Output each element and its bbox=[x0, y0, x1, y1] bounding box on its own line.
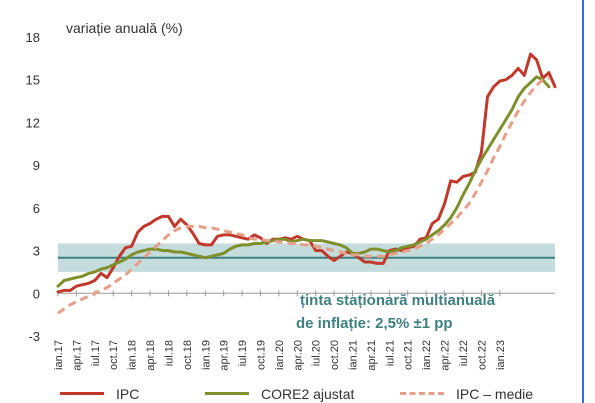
x-tick-label: apr.19 bbox=[219, 340, 231, 371]
target-label-line1: ținta staționară multianuală bbox=[300, 292, 496, 309]
legend-swatch-core2 bbox=[205, 392, 249, 395]
y-tick-label: 0 bbox=[33, 286, 40, 301]
y-tick-label: 9 bbox=[33, 158, 40, 173]
x-tick-label: ian.20 bbox=[274, 340, 286, 370]
y-axis-label: variație anuală (%) bbox=[66, 20, 183, 36]
legend: IPC CORE2 ajustat IPC – medie bbox=[0, 384, 595, 403]
y-tick-label: 6 bbox=[33, 201, 40, 216]
y-tick-label: 3 bbox=[33, 244, 40, 259]
x-tick-label: ian.21 bbox=[348, 340, 360, 370]
x-tick-label: ian.19 bbox=[200, 340, 212, 370]
y-tick-label: 12 bbox=[26, 115, 40, 130]
x-tick-label: ian.17 bbox=[53, 340, 65, 370]
frame-border bbox=[582, 0, 584, 403]
x-tick-label: ian.18 bbox=[127, 340, 139, 370]
x-tick-label: apr.20 bbox=[292, 340, 304, 371]
x-tick-label: iul.22 bbox=[458, 340, 470, 366]
legend-label-ipc-medie: IPC – medie bbox=[456, 385, 534, 402]
legend-swatch-ipc bbox=[60, 392, 104, 395]
series-line-1 bbox=[56, 75, 551, 288]
y-tick-label: -3 bbox=[28, 329, 40, 344]
x-tick-label: oct.22 bbox=[476, 340, 488, 370]
legend-label-ipc: IPC bbox=[116, 385, 140, 402]
series-line-2 bbox=[57, 76, 550, 315]
x-tick-label: ian.23 bbox=[495, 340, 507, 370]
x-tick-label: iul.20 bbox=[311, 340, 323, 366]
chart: variație anuală (%) -3 0 3 6 9 12 15 18 ian.17 ap… bbox=[26, 20, 557, 371]
target-label-line2: de inflație: 2,5% ±1 pp bbox=[296, 315, 453, 332]
x-tick-label: ian.22 bbox=[421, 340, 433, 370]
y-tick-label: 15 bbox=[26, 73, 40, 88]
x-tick-label: iul.21 bbox=[384, 340, 396, 366]
x-tick-label: apr.17 bbox=[71, 340, 83, 371]
x-tick-label: oct.21 bbox=[403, 340, 415, 370]
x-tick-label: oct.20 bbox=[329, 340, 341, 370]
x-tick-label: oct.18 bbox=[182, 340, 194, 370]
x-tick-label: apr.21 bbox=[366, 340, 378, 371]
legend-item-ipc: IPC bbox=[60, 384, 139, 403]
legend-item-core2: CORE2 ajustat bbox=[205, 384, 354, 403]
x-tick-label: apr.22 bbox=[440, 340, 452, 371]
x-tick-label: iul.17 bbox=[90, 340, 102, 366]
legend-item-ipc-medie: IPC – medie bbox=[400, 384, 533, 403]
legend-swatch-ipc-medie bbox=[400, 392, 444, 395]
legend-label-core2: CORE2 ajustat bbox=[261, 385, 355, 402]
x-tick-label: iul.18 bbox=[163, 340, 175, 366]
y-tick-label: 18 bbox=[26, 30, 40, 45]
x-tick-label: oct.19 bbox=[255, 340, 267, 370]
x-tick-label: apr.18 bbox=[145, 340, 157, 371]
x-tick-label: oct.17 bbox=[108, 340, 120, 370]
x-tick-label: iul.19 bbox=[237, 340, 249, 366]
